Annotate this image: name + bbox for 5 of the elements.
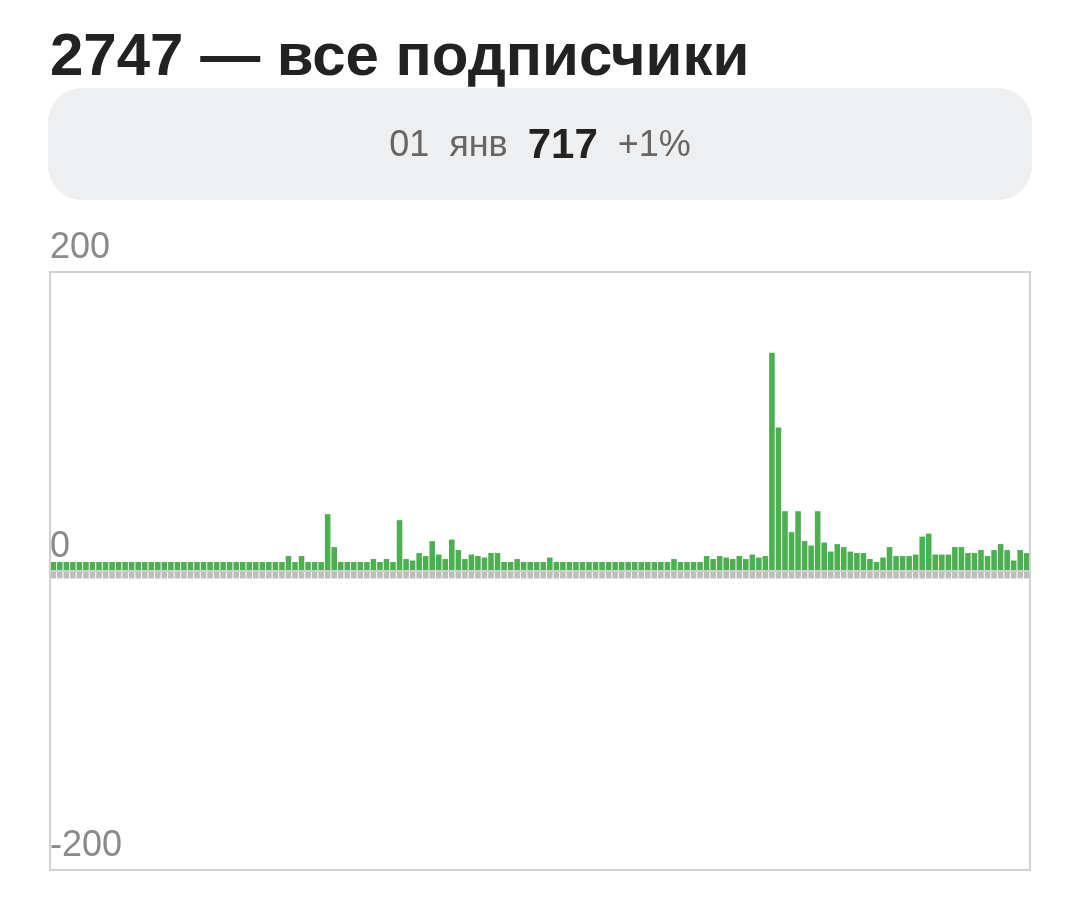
chart-title: 2747 — все подписчики [50,20,750,90]
y-tick-label: -200 [50,822,123,864]
y-tick-label: 200 [50,224,111,266]
y-tick-label: 0 [50,523,71,565]
chart-subtitle: 01 янв 717 +1% [389,120,691,168]
